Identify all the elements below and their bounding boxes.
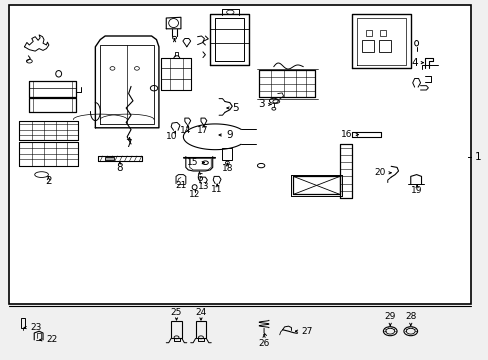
Bar xyxy=(105,157,114,160)
Text: 20: 20 xyxy=(373,168,385,177)
Text: 23: 23 xyxy=(30,323,41,332)
Text: 6: 6 xyxy=(196,173,203,183)
Text: 26: 26 xyxy=(258,339,269,348)
Text: 18: 18 xyxy=(221,164,233,173)
Text: 12: 12 xyxy=(188,190,200,199)
Text: 7: 7 xyxy=(124,139,131,149)
Bar xyxy=(380,30,386,36)
Text: 22: 22 xyxy=(46,336,57,344)
Text: 25: 25 xyxy=(170,308,182,317)
Text: 15: 15 xyxy=(186,158,198,167)
Bar xyxy=(365,30,371,36)
Text: 17: 17 xyxy=(197,126,208,135)
Text: 5: 5 xyxy=(232,103,239,113)
Text: 21: 21 xyxy=(175,181,186,190)
Text: 29: 29 xyxy=(384,312,395,321)
Text: 11: 11 xyxy=(211,185,223,194)
Text: 3: 3 xyxy=(258,99,264,109)
Text: 10: 10 xyxy=(166,132,178,141)
Bar xyxy=(9,5,470,304)
Bar xyxy=(195,321,206,338)
Text: 19: 19 xyxy=(410,186,422,195)
Text: 4: 4 xyxy=(410,58,417,68)
Text: 9: 9 xyxy=(225,130,232,140)
Bar xyxy=(361,40,373,52)
Bar xyxy=(222,148,232,160)
Bar xyxy=(171,321,182,338)
Text: 14: 14 xyxy=(180,126,191,135)
Text: 13: 13 xyxy=(197,181,209,191)
Text: 16: 16 xyxy=(340,130,351,139)
Text: 8: 8 xyxy=(116,163,123,173)
Text: 28: 28 xyxy=(404,312,416,321)
Text: 27: 27 xyxy=(301,328,312,336)
Bar xyxy=(378,40,390,52)
Text: 2: 2 xyxy=(45,176,52,186)
Bar xyxy=(20,318,25,328)
Text: 24: 24 xyxy=(195,308,206,317)
Text: 1: 1 xyxy=(473,152,480,162)
